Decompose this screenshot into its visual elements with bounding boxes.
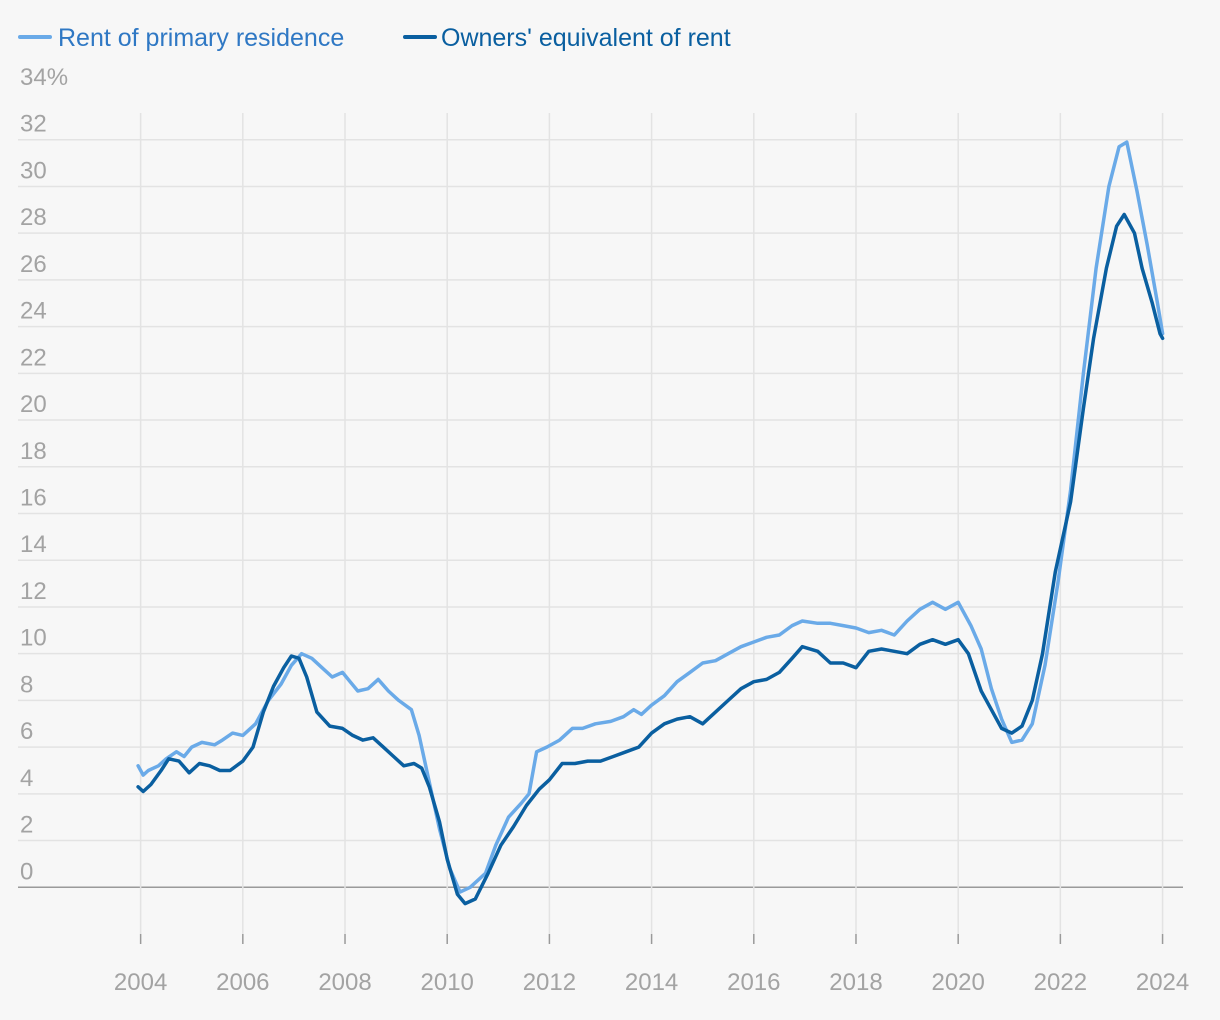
y-tick-label-18: 18 bbox=[20, 438, 47, 465]
x-tick-label-2014: 2014 bbox=[625, 969, 678, 996]
y-tick-label-10: 10 bbox=[20, 625, 47, 652]
series-line-rent bbox=[136, 140, 1165, 894]
y-tick-label-32: 32 bbox=[20, 111, 47, 138]
x-tick-label-2008: 2008 bbox=[318, 969, 371, 996]
x-axis: 2004 2006 2008 2010 2012 2014 2016 2018 2020 2022… bbox=[114, 969, 1189, 996]
y-tick-label-2: 2 bbox=[20, 812, 33, 839]
gridlines bbox=[18, 113, 1183, 944]
x-tick-label-2010: 2010 bbox=[421, 969, 474, 996]
y-tick-label-14: 14 bbox=[20, 531, 47, 558]
y-tick-label-28: 28 bbox=[20, 204, 47, 231]
x-tick-label-2022: 2022 bbox=[1034, 969, 1087, 996]
y-tick-label-34: 34% bbox=[20, 64, 68, 91]
x-tick-label-2020: 2020 bbox=[931, 969, 984, 996]
y-tick-label-8: 8 bbox=[20, 671, 33, 698]
y-tick-label-4: 4 bbox=[20, 765, 33, 792]
x-tick-label-2004: 2004 bbox=[114, 969, 167, 996]
y-tick-label-26: 26 bbox=[20, 251, 47, 278]
legend-label-rent: Rent of primary residence bbox=[58, 24, 344, 52]
x-tick-label-2006: 2006 bbox=[216, 969, 269, 996]
series-line-oer bbox=[136, 212, 1165, 906]
y-tick-label-16: 16 bbox=[20, 485, 47, 512]
y-tick-label-24: 24 bbox=[20, 298, 47, 325]
plot-area bbox=[136, 140, 1165, 906]
x-tick-label-2012: 2012 bbox=[523, 969, 576, 996]
y-tick-label-0: 0 bbox=[20, 858, 33, 885]
legend: Rent of primary residence Owners' equiva… bbox=[18, 24, 731, 52]
x-tick-label-2016: 2016 bbox=[727, 969, 780, 996]
y-tick-label-6: 6 bbox=[20, 718, 33, 745]
y-tick-label-12: 12 bbox=[20, 578, 47, 605]
y-tick-label-22: 22 bbox=[20, 344, 47, 371]
y-tick-label-30: 30 bbox=[20, 157, 47, 184]
y-tick-label-20: 20 bbox=[20, 391, 47, 418]
legend-label-oer: Owners' equivalent of rent bbox=[441, 24, 731, 52]
x-tick-label-2024: 2024 bbox=[1136, 969, 1189, 996]
x-tick-label-2018: 2018 bbox=[829, 969, 882, 996]
